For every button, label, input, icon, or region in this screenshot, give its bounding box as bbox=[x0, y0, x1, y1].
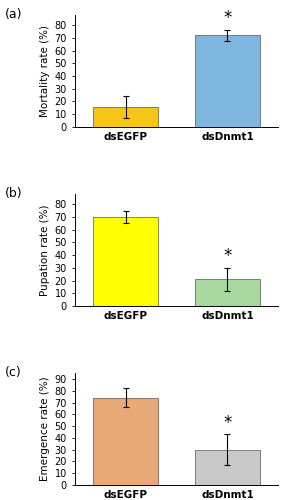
Y-axis label: Pupation rate (%): Pupation rate (%) bbox=[40, 204, 51, 296]
Y-axis label: Mortality rate (%): Mortality rate (%) bbox=[40, 25, 51, 117]
Text: *: * bbox=[223, 9, 232, 27]
Bar bbox=[93, 107, 158, 127]
Bar bbox=[93, 398, 158, 485]
Text: *: * bbox=[223, 414, 232, 432]
Text: (c): (c) bbox=[5, 366, 22, 380]
Text: (a): (a) bbox=[5, 8, 23, 22]
Y-axis label: Emergence rate (%): Emergence rate (%) bbox=[40, 376, 51, 482]
Bar bbox=[195, 450, 260, 485]
Bar bbox=[93, 217, 158, 306]
Bar bbox=[195, 36, 260, 127]
Bar bbox=[195, 279, 260, 306]
Text: *: * bbox=[223, 247, 232, 265]
Text: (b): (b) bbox=[5, 188, 23, 200]
